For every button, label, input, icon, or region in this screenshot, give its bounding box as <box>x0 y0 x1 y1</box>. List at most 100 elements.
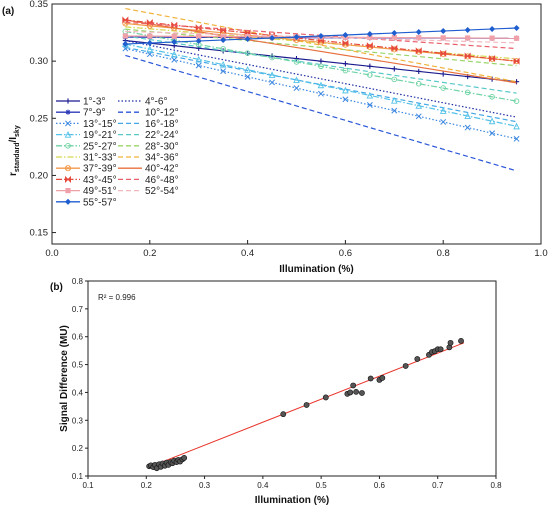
legend-marker-2 <box>65 109 71 115</box>
series-marker-14 <box>489 55 496 63</box>
series-path-6 <box>125 43 517 127</box>
chart-a: 0.0 0.2 0.4 0.6 0.8 1.0 0.15 0.20 0.25 0.30 0.35 Il… <box>8 0 548 275</box>
series-marker-4 <box>489 130 496 137</box>
series-marker-18 <box>195 37 202 45</box>
x-tick-label-a: 0.0 <box>45 248 58 259</box>
x-tick-label-a: 0.4 <box>241 248 254 259</box>
x-tick-label-a: 0.8 <box>437 248 450 259</box>
x-tick-label-b: 0.6 <box>374 481 386 490</box>
x-tick-label-b: 0.2 <box>141 481 153 490</box>
legend-item-17: 52°-54° <box>118 186 179 197</box>
series-marker-0 <box>440 71 446 77</box>
data-point <box>303 402 310 408</box>
legend-item-8: 25°-27° <box>56 141 117 152</box>
legend-marker-12-cross <box>65 166 71 171</box>
y-tick-label-a: 0.30 <box>30 56 49 67</box>
legend-item-9: 28°-30° <box>118 141 179 152</box>
x-tick-label-b: 0.4 <box>257 481 269 490</box>
legend-item-3: 10°-12° <box>118 108 179 119</box>
data-point <box>402 363 409 369</box>
series-marker-18 <box>293 33 300 41</box>
series-marker-16 <box>465 35 471 41</box>
series-marker-4 <box>293 85 300 92</box>
series-marker-18 <box>391 29 398 37</box>
x-tick-label-b: 0.5 <box>316 481 328 490</box>
series-marker-4 <box>464 124 471 131</box>
legend-item-4: 13°-15° <box>56 119 117 130</box>
series-marker-6 <box>390 96 398 104</box>
data-point <box>359 390 365 396</box>
series-line-5 <box>125 46 517 123</box>
series-line-4 <box>122 45 520 142</box>
series-marker-18 <box>513 24 520 32</box>
legend-marker-14 <box>65 175 71 183</box>
series-marker-8 <box>318 63 324 70</box>
series-marker-12 <box>122 20 129 27</box>
series-marker-4 <box>195 62 202 69</box>
legend-item-12: 37°-39° <box>56 164 117 175</box>
series-marker-4 <box>220 68 227 75</box>
series-marker-0 <box>416 68 422 75</box>
series-marker-8 <box>220 46 226 52</box>
legend-label-18: 55°-57° <box>83 197 117 208</box>
series-marker-6 <box>415 102 423 109</box>
series-marker-6 <box>488 117 496 125</box>
plot-frame-b <box>87 280 497 477</box>
series-line-9 <box>125 28 517 67</box>
series-marker-16 <box>220 33 226 40</box>
series-marker-18 <box>146 39 153 47</box>
legend-label-0: 1°-3° <box>83 97 105 108</box>
series-path-8 <box>125 30 517 102</box>
y-tick-label-b: 0.4 <box>72 388 84 397</box>
series-marker-14 <box>366 42 373 50</box>
series-marker-0 <box>391 66 397 72</box>
series-marker-18 <box>342 31 349 39</box>
series-marker-16 <box>489 35 495 41</box>
legend-label-9: 28°-30° <box>145 141 179 152</box>
series-path-3 <box>125 54 517 172</box>
x-tick-label-b: 0.3 <box>199 481 211 490</box>
series-marker-6 <box>317 81 325 89</box>
legend-item-1: 4°-6° <box>118 97 167 108</box>
series-marker-4 <box>415 113 422 120</box>
legend-a: 1°-3° 4°-6° 7°-9° 10°-12° 13°-15° 16°-18° 19°-… <box>56 97 179 208</box>
series-marker-4 <box>513 135 520 142</box>
series-marker-8 <box>293 59 300 65</box>
series-marker-18 <box>366 30 373 38</box>
series-line-13 <box>125 19 517 84</box>
series-marker-8 <box>440 85 446 91</box>
legend-item-15: 46°-48° <box>118 175 179 186</box>
data-point <box>447 339 454 346</box>
legend-item-2: 7°-9° <box>56 108 105 119</box>
series-line-12 <box>122 20 520 65</box>
series-line-8 <box>122 28 520 104</box>
series-marker-14 <box>440 49 447 57</box>
y-tick-label-b: 0.5 <box>72 361 84 370</box>
series-marker-14 <box>195 24 202 32</box>
series-marker-6 <box>342 86 349 94</box>
y-tick-label-b: 0.8 <box>72 277 84 286</box>
legend-item-11: 34°-36° <box>118 153 179 164</box>
series-marker-18 <box>440 27 447 35</box>
series-marker-0 <box>367 63 373 69</box>
series-marker-16 <box>416 35 422 41</box>
series-marker-8 <box>269 54 275 61</box>
series-marker-18 <box>269 34 276 42</box>
y-tick-label-a: 0.15 <box>30 228 49 239</box>
y-axis-label-b: Signal Difference (MU) <box>59 325 70 432</box>
legend-label-4: 13°-15° <box>83 119 117 130</box>
series-path-11 <box>125 7 517 83</box>
y-tick-label-a: 0.25 <box>30 113 49 124</box>
legend-label-8: 25°-27° <box>83 141 117 152</box>
series-marker-14 <box>391 44 398 52</box>
data-point <box>280 411 287 418</box>
series-marker-8 <box>513 98 520 104</box>
series-marker-14 <box>220 26 227 34</box>
legend-item-16: 49°-51° <box>56 186 117 197</box>
data-point <box>353 388 360 395</box>
series-marker-4 <box>440 118 447 125</box>
series-marker-18 <box>122 40 129 48</box>
series-marker-16 <box>513 35 520 41</box>
x-tick-label-b: 0.7 <box>432 481 444 490</box>
legend-item-0: 1°-3° <box>56 97 105 108</box>
